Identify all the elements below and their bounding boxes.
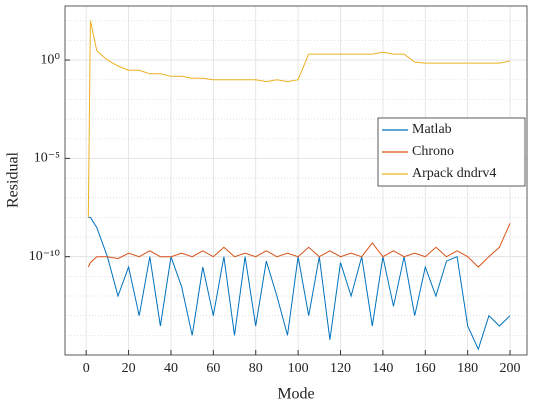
x-tick-label: 80	[249, 361, 263, 376]
x-tick-label: 60	[206, 361, 220, 376]
series-line	[87, 223, 511, 268]
legend-label: Arpack dndrv4	[412, 166, 496, 181]
y-tick-label: 10⁻⁵	[34, 151, 60, 166]
x-tick-label: 160	[415, 361, 436, 376]
legend: Matlab Chrono Arpack dndrv4	[377, 117, 526, 187]
series-line	[87, 20, 511, 218]
x-tick-label: 140	[372, 361, 393, 376]
legend-label: Matlab	[412, 122, 452, 137]
series-line	[88, 216, 511, 351]
x-tick-label: 180	[457, 361, 478, 376]
x-axis-label: Mode	[277, 386, 314, 403]
y-tick-label: 10⁻¹⁰	[29, 249, 61, 264]
x-tick-label: 100	[288, 361, 309, 376]
y-axis-label: Residual	[5, 151, 22, 208]
x-tick-label: 0	[83, 361, 90, 376]
legend-label: Chrono	[412, 144, 454, 159]
y-tick-label: 10⁰	[40, 52, 60, 67]
x-tick-label: 40	[164, 361, 178, 376]
x-tick-label: 120	[330, 361, 351, 376]
axes-box	[64, 5, 528, 356]
x-tick-label: 200	[500, 361, 521, 376]
x-tick-label: 20	[122, 361, 136, 376]
